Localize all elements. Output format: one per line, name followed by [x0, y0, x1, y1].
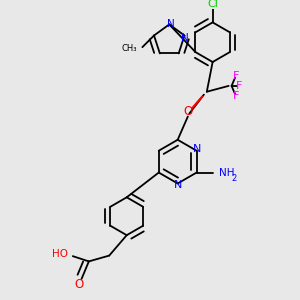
Text: Cl: Cl — [207, 0, 218, 9]
Text: HO: HO — [52, 249, 68, 259]
Text: N: N — [167, 20, 175, 29]
Text: CH₃: CH₃ — [122, 44, 137, 53]
Text: O: O — [74, 278, 83, 291]
Text: F: F — [233, 91, 239, 101]
Text: N: N — [192, 144, 201, 154]
Text: NH: NH — [219, 168, 235, 178]
Text: F: F — [233, 71, 239, 81]
Text: O: O — [183, 105, 192, 118]
Text: N: N — [181, 33, 188, 43]
Text: N: N — [173, 180, 182, 190]
Text: 2: 2 — [231, 175, 236, 184]
Text: F: F — [236, 81, 242, 91]
